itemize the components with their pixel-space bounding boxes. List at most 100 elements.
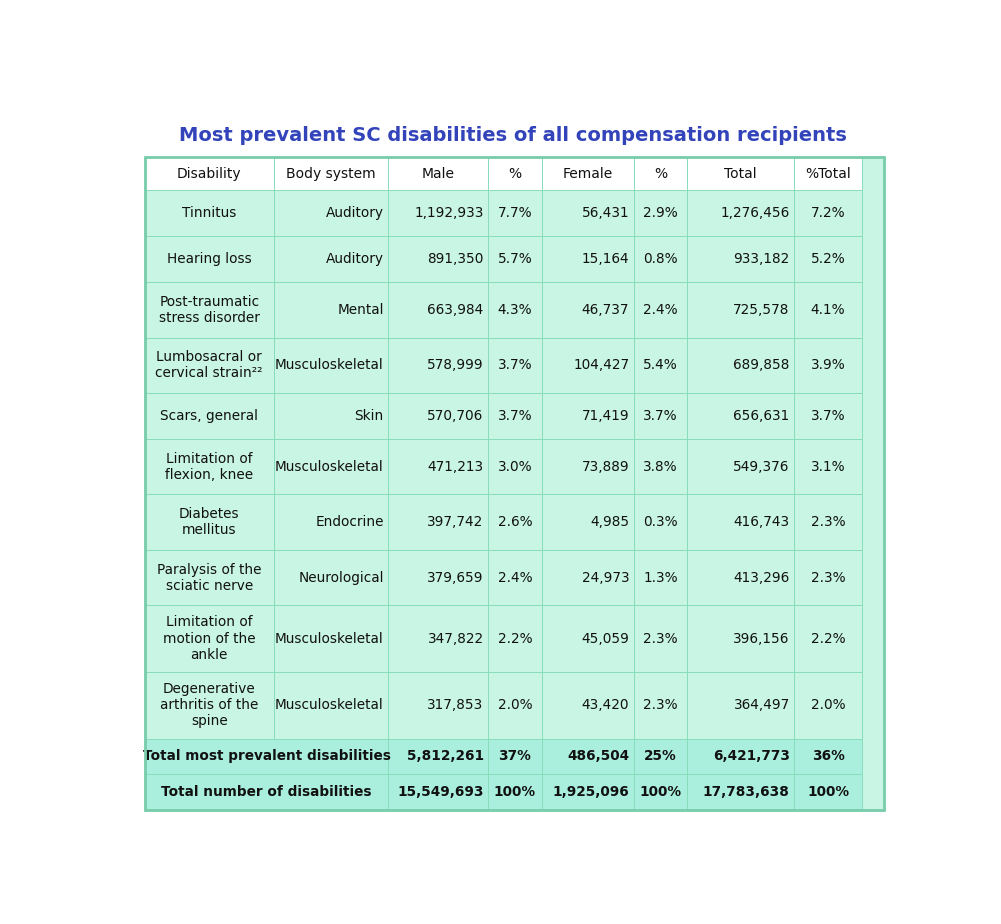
Bar <box>144 550 274 605</box>
Text: 36%: 36% <box>812 749 845 763</box>
Text: 5,812,261: 5,812,261 <box>406 749 483 763</box>
Bar <box>144 494 274 550</box>
Text: 3.7%: 3.7% <box>497 359 533 372</box>
Bar <box>388 282 488 337</box>
Text: 416,743: 416,743 <box>734 516 790 529</box>
Text: 1,925,096: 1,925,096 <box>553 784 630 799</box>
Text: Lumbosacral or
cervical strain²²: Lumbosacral or cervical strain²² <box>155 350 263 381</box>
Bar <box>144 672 274 738</box>
Text: 7.2%: 7.2% <box>811 206 845 220</box>
Bar <box>634 190 687 237</box>
Text: 17,783,638: 17,783,638 <box>703 784 790 799</box>
Text: 24,973: 24,973 <box>582 571 630 585</box>
Bar <box>388 605 488 672</box>
Text: Scars, general: Scars, general <box>160 409 258 423</box>
Bar <box>687 237 795 282</box>
Bar <box>634 237 687 282</box>
Text: Total: Total <box>725 166 757 181</box>
Text: Diabetes
mellitus: Diabetes mellitus <box>179 507 239 537</box>
Bar <box>488 494 542 550</box>
Bar <box>795 393 862 439</box>
Bar <box>795 494 862 550</box>
Bar <box>634 439 687 494</box>
Text: 15,549,693: 15,549,693 <box>397 784 483 799</box>
Bar <box>144 393 274 439</box>
Bar <box>274 337 388 393</box>
Text: 3.7%: 3.7% <box>497 409 533 423</box>
Text: 379,659: 379,659 <box>427 571 483 585</box>
Text: 4.3%: 4.3% <box>497 303 533 317</box>
Bar <box>687 738 795 774</box>
Text: 3.9%: 3.9% <box>811 359 846 372</box>
Bar <box>542 494 634 550</box>
Bar <box>634 605 687 672</box>
Bar <box>542 393 634 439</box>
Bar <box>488 605 542 672</box>
Bar <box>542 282 634 337</box>
Bar <box>634 282 687 337</box>
Text: Mental: Mental <box>337 303 383 317</box>
Bar <box>687 157 795 190</box>
Text: 2.0%: 2.0% <box>497 699 533 712</box>
Text: Limitation of
flexion, knee: Limitation of flexion, knee <box>165 452 253 481</box>
Text: 1,192,933: 1,192,933 <box>414 206 483 220</box>
Bar <box>795 237 862 282</box>
Text: 347,822: 347,822 <box>427 632 483 646</box>
Bar <box>634 494 687 550</box>
Text: 3.8%: 3.8% <box>644 460 678 474</box>
Bar <box>388 672 488 738</box>
Bar <box>488 550 542 605</box>
Text: 4,985: 4,985 <box>591 516 630 529</box>
Bar <box>542 605 634 672</box>
Text: Post-traumatic
stress disorder: Post-traumatic stress disorder <box>159 295 259 325</box>
Text: 2.9%: 2.9% <box>644 206 678 220</box>
Bar <box>795 738 862 774</box>
Bar <box>687 439 795 494</box>
Text: 2.3%: 2.3% <box>644 699 678 712</box>
Bar <box>542 738 634 774</box>
Bar <box>488 157 542 190</box>
Bar <box>388 337 488 393</box>
Text: 725,578: 725,578 <box>734 303 790 317</box>
Bar <box>687 494 795 550</box>
Bar <box>388 157 488 190</box>
Text: 2.4%: 2.4% <box>497 571 533 585</box>
Bar <box>687 190 795 237</box>
Text: Auditory: Auditory <box>326 206 383 220</box>
Bar <box>144 190 274 237</box>
Bar <box>488 337 542 393</box>
Bar <box>634 337 687 393</box>
Text: 1.3%: 1.3% <box>644 571 678 585</box>
Text: 0.8%: 0.8% <box>644 252 678 266</box>
Text: 2.2%: 2.2% <box>811 632 845 646</box>
Bar <box>388 774 488 809</box>
Text: 37%: 37% <box>498 749 532 763</box>
Bar <box>542 439 634 494</box>
Text: 2.4%: 2.4% <box>644 303 678 317</box>
Text: 5.2%: 5.2% <box>811 252 846 266</box>
Bar <box>144 157 274 190</box>
Text: 317,853: 317,853 <box>427 699 483 712</box>
Text: 689,858: 689,858 <box>734 359 790 372</box>
Bar <box>542 672 634 738</box>
Bar <box>274 672 388 738</box>
Text: Neurological: Neurological <box>298 571 383 585</box>
Text: 2.3%: 2.3% <box>811 571 845 585</box>
Text: Musculoskeletal: Musculoskeletal <box>275 699 383 712</box>
Bar <box>687 393 795 439</box>
Bar <box>542 550 634 605</box>
Bar <box>488 237 542 282</box>
Bar <box>542 190 634 237</box>
Text: Male: Male <box>421 166 454 181</box>
Text: Degenerative
arthritis of the
spine: Degenerative arthritis of the spine <box>160 682 258 728</box>
Bar <box>274 550 388 605</box>
Text: 397,742: 397,742 <box>427 516 483 529</box>
Bar <box>144 738 388 774</box>
Text: 2.3%: 2.3% <box>644 632 678 646</box>
Bar <box>542 157 634 190</box>
Text: 570,706: 570,706 <box>427 409 483 423</box>
Bar <box>274 237 388 282</box>
Text: 73,889: 73,889 <box>582 460 630 474</box>
Bar <box>144 337 274 393</box>
Bar <box>795 550 862 605</box>
